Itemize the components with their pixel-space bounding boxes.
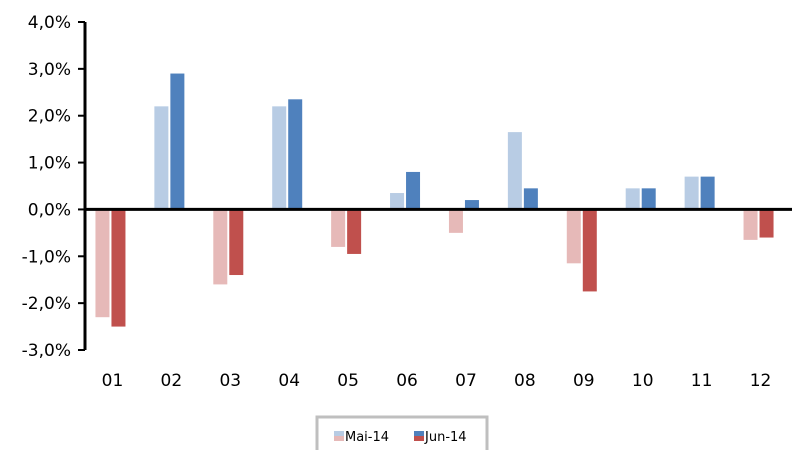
x-tick-label: 01 (102, 371, 124, 391)
y-tick-label: 2,0% (28, 107, 71, 127)
x-tick-label: 06 (396, 371, 418, 391)
bar-mai-14-01 (95, 209, 110, 318)
bar-mai-14-12 (743, 209, 758, 240)
x-tick-label: 04 (278, 371, 300, 391)
x-tick-label: 10 (632, 371, 654, 391)
legend-label: Mai-14 (345, 430, 389, 445)
y-tick-label: -1,0% (22, 247, 71, 267)
y-tick-label: 4,0% (28, 13, 71, 33)
bar-mai-14-03 (213, 209, 228, 285)
bar-jun-14-05 (347, 209, 362, 254)
x-tick-label: 03 (219, 371, 241, 391)
bar-jun-14-12 (759, 209, 774, 238)
bar-mai-14-11 (684, 176, 699, 210)
bar-jun-14-10 (641, 188, 656, 210)
bar-mai-14-08 (507, 132, 522, 210)
x-tick-label: 11 (691, 371, 713, 391)
bars-group (95, 73, 774, 327)
y-tick-label: 3,0% (28, 60, 71, 80)
legend-box (315, 415, 489, 450)
y-tick-label: 1,0% (28, 154, 71, 174)
legend-swatch-top (414, 431, 424, 436)
legend-swatch-bottom (414, 436, 424, 441)
bar-mai-14-04 (272, 106, 287, 210)
y-tick-label: -2,0% (22, 294, 71, 314)
legend-swatch-bottom (334, 436, 344, 441)
legend-swatch-top (334, 431, 344, 436)
x-ticks-group: 01 02 03 04 05 06 07 08 09 10 11 12 (102, 371, 772, 391)
y-ticks-group: 4,0% 3,0% 2,0% 1,0% 0,0% -1,0% -2,0% -3,0% (22, 13, 85, 361)
x-tick-label: 07 (455, 371, 477, 391)
bar-jun-14-11 (700, 176, 715, 210)
bar-jun-14-06 (406, 171, 421, 210)
y-tick-label: 0,0% (28, 200, 71, 220)
bar-jun-14-07 (464, 200, 479, 210)
x-tick-label: 12 (750, 371, 772, 391)
bar-mai-14-09 (566, 209, 581, 264)
bar-jun-14-08 (523, 188, 538, 210)
y-tick-label: -3,0% (22, 341, 71, 361)
legend-items: Mai-14 Jun-14 (334, 430, 467, 445)
bar-jun-14-01 (111, 209, 126, 327)
bar-jun-14-04 (288, 99, 303, 210)
x-tick-label: 09 (573, 371, 595, 391)
bar-jun-14-02 (170, 73, 185, 210)
bar-mai-14-05 (331, 209, 346, 247)
bar-jun-14-03 (229, 209, 244, 276)
bar-jun-14-09 (582, 209, 597, 292)
bar-mai-14-02 (154, 106, 169, 210)
x-tick-label: 02 (161, 371, 183, 391)
bar-mai-14-07 (448, 209, 463, 233)
bar-mai-14-10 (625, 188, 640, 210)
legend: Mai-14 Jun-14 (315, 415, 489, 450)
x-tick-label: 08 (514, 371, 536, 391)
legend-label: Jun-14 (424, 430, 467, 445)
bar-mai-14-06 (390, 193, 405, 210)
x-tick-label: 05 (337, 371, 359, 391)
